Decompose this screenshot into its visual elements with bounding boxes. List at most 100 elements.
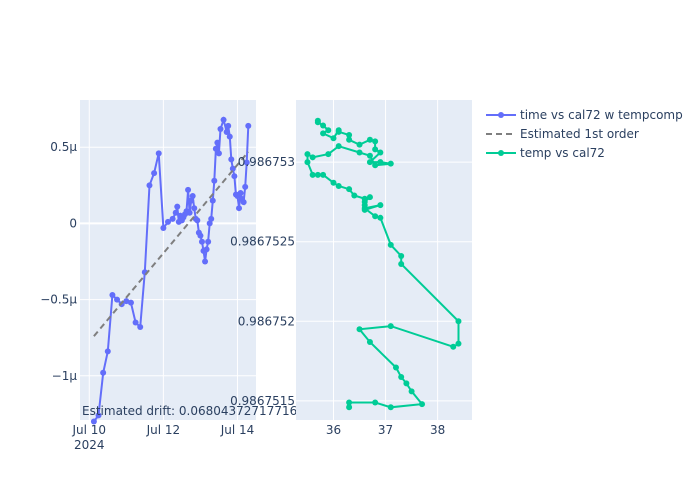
legend-item-temp-vs-cal72[interactable]: temp vs cal72 <box>486 146 605 160</box>
data-point <box>223 129 230 135</box>
data-point <box>100 369 107 376</box>
data-point <box>450 343 457 350</box>
left-plot-background <box>80 100 256 420</box>
data-point <box>335 143 342 150</box>
data-point <box>146 182 153 189</box>
data-point <box>189 193 196 199</box>
data-point <box>205 238 212 245</box>
data-point <box>191 205 198 212</box>
data-point <box>242 183 249 190</box>
data-point <box>208 215 215 222</box>
data-point <box>419 401 426 408</box>
data-point <box>212 145 219 152</box>
data-point <box>209 197 216 204</box>
data-point <box>455 318 462 325</box>
x-tick-label: 36 <box>326 423 341 437</box>
data-point <box>325 151 332 158</box>
data-point <box>217 125 224 132</box>
y-tick-label: −0.5μ <box>40 293 77 307</box>
x-tick-label: Jul 14 <box>220 423 255 437</box>
data-point <box>346 186 353 193</box>
y-tick-label: 0.986752 <box>238 314 295 328</box>
data-point <box>372 162 379 169</box>
data-point <box>377 202 384 209</box>
right-subplot: 36 37 38 0.986753 0.9867525 0.986752 0.986751… <box>230 100 472 437</box>
y-tick-label: −1μ <box>52 369 78 383</box>
data-point <box>335 128 342 135</box>
data-point <box>237 189 244 196</box>
data-point <box>372 213 379 220</box>
legend: time vs cal72 w tempcomp Estimated 1st o… <box>486 108 683 160</box>
data-point <box>172 209 179 216</box>
data-point <box>346 404 353 411</box>
data-point <box>372 138 379 145</box>
data-point <box>372 146 379 153</box>
data-point <box>377 214 384 221</box>
data-point <box>366 194 373 201</box>
data-point <box>309 171 316 178</box>
data-point <box>377 159 384 166</box>
data-point <box>174 203 181 210</box>
data-point <box>314 171 321 178</box>
data-point <box>236 205 243 212</box>
data-point <box>361 205 368 212</box>
data-point <box>346 399 353 406</box>
data-point <box>194 217 201 224</box>
right-plot-background <box>296 100 472 420</box>
data-point <box>356 141 363 148</box>
data-point <box>198 238 205 245</box>
right-series-layer <box>304 117 462 411</box>
data-point <box>398 260 405 267</box>
data-point <box>245 122 252 129</box>
data-point <box>197 232 204 239</box>
data-point <box>155 150 162 157</box>
y-tick-label: 0.9867515 <box>230 394 295 408</box>
data-point <box>387 323 394 330</box>
data-point <box>330 179 337 186</box>
y-tick-label: 0 <box>69 216 77 230</box>
data-point <box>304 151 311 158</box>
y-tick-label: 0.5μ <box>50 140 77 154</box>
data-point <box>109 292 116 299</box>
data-point <box>206 220 213 227</box>
data-point <box>455 340 462 347</box>
data-point <box>372 399 379 406</box>
data-point <box>95 412 102 419</box>
data-point <box>356 149 363 156</box>
data-point <box>314 119 321 126</box>
data-point <box>408 388 415 395</box>
data-point <box>225 122 232 129</box>
data-point <box>320 122 327 129</box>
right-x-ticks: 36 37 38 <box>326 423 445 437</box>
data-point <box>151 170 158 177</box>
left-y-ticks: 0.5μ 0 −0.5μ −1μ <box>40 140 77 383</box>
data-point <box>320 130 327 137</box>
data-point <box>403 380 410 387</box>
data-point <box>320 171 327 178</box>
data-point <box>398 253 405 260</box>
data-point <box>220 116 227 123</box>
data-point <box>127 299 134 306</box>
data-point <box>104 348 111 355</box>
data-point <box>366 136 373 143</box>
right-grid <box>296 100 472 420</box>
data-point <box>214 139 221 146</box>
data-point <box>346 136 353 143</box>
legend-item-estimated-1st-order[interactable]: Estimated 1st order <box>486 127 639 141</box>
legend-label: temp vs cal72 <box>520 146 605 160</box>
legend-swatch-marker <box>498 150 504 156</box>
data-point <box>169 215 176 222</box>
data-point <box>351 192 358 199</box>
series-line <box>93 151 250 337</box>
data-point <box>90 418 97 425</box>
legend-item-time-vs-cal72[interactable]: time vs cal72 w tempcomp <box>486 108 683 122</box>
data-point <box>226 133 233 140</box>
legend-label: time vs cal72 w tempcomp <box>520 108 683 122</box>
x-tick-label: 37 <box>378 423 393 437</box>
data-point <box>215 150 222 157</box>
y-tick-label: 0.986753 <box>238 155 295 169</box>
data-point <box>123 298 130 305</box>
data-point <box>398 374 405 381</box>
data-point <box>387 160 394 167</box>
